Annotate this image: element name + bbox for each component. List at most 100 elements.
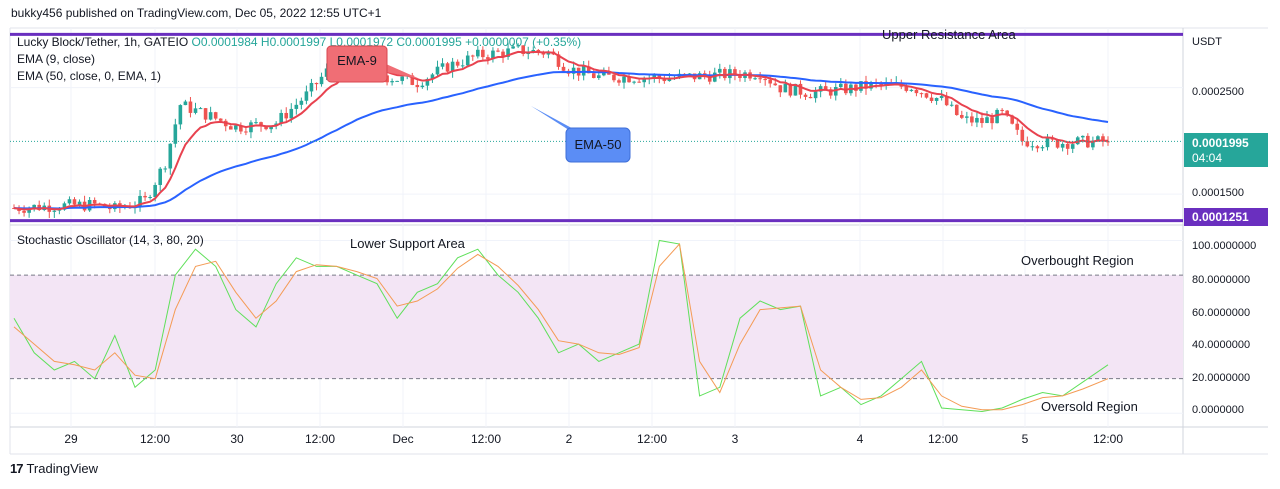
candle (975, 112, 979, 128)
candle (198, 107, 203, 110)
candle (1091, 136, 1095, 151)
candle (813, 87, 818, 103)
candle-body (627, 76, 631, 83)
support-price-value: 0.0001251 (1192, 210, 1249, 224)
candle (798, 80, 803, 99)
candle-body (1010, 115, 1015, 124)
candle-body (586, 66, 591, 74)
candle-body (778, 85, 783, 93)
candle-body (218, 118, 223, 121)
candle-body (1055, 139, 1060, 148)
candle (803, 93, 808, 100)
candle-body (476, 49, 480, 57)
candle-body (511, 46, 515, 49)
time-tick: 12:00 (637, 432, 667, 446)
candle-body (188, 101, 193, 113)
candle (1025, 136, 1030, 148)
time-tick: 12:00 (1093, 432, 1123, 446)
stoch-tick: 40.0000000 (1192, 339, 1250, 351)
current-price-value: 0.0001995 (1192, 136, 1249, 150)
candlestick-series (12, 42, 1110, 219)
candle-body (944, 96, 949, 106)
candle (481, 46, 485, 61)
candle (561, 62, 566, 72)
candle (299, 97, 304, 110)
tradingview-logo-icon: 17 (10, 461, 24, 476)
candle-body (844, 83, 848, 94)
candle-body (1005, 110, 1009, 116)
upper-resistance-label: Upper Resistance Area (882, 27, 1016, 42)
candle-body (733, 69, 737, 76)
candle (571, 61, 576, 80)
candle (314, 82, 319, 91)
oversold-label: Oversold Region (1041, 399, 1138, 414)
candle (163, 166, 168, 173)
candle-body (1030, 146, 1035, 148)
stoch-k-line (13, 239, 1109, 413)
candle (173, 118, 178, 148)
candle-body (707, 75, 712, 82)
candle (309, 78, 314, 97)
candle (203, 107, 208, 124)
candle-body (662, 78, 667, 82)
candle-body (803, 94, 808, 97)
ema9-callout: EMA-9 (326, 45, 420, 83)
tradingview-footer[interactable]: 17 TradingView (10, 461, 98, 476)
ema9-callout-text: EMA-9 (337, 53, 377, 68)
candle-body (1045, 137, 1050, 148)
candle (440, 58, 445, 70)
candle-body (521, 45, 525, 54)
candle-body (244, 131, 248, 133)
candle (143, 191, 147, 201)
candle-body (561, 66, 566, 71)
ema50-callout-text: EMA-50 (575, 137, 622, 152)
candle (82, 195, 87, 212)
candle (284, 107, 289, 123)
candle-body (783, 83, 788, 93)
time-tick: 12:00 (928, 432, 958, 446)
candle-body (939, 96, 944, 98)
lower-support-label: Lower Support Area (350, 236, 466, 251)
candle-body (460, 65, 465, 67)
candle (1040, 145, 1045, 152)
time-tick: 12:00 (140, 432, 170, 446)
candle-body (828, 89, 833, 96)
candle (929, 93, 934, 104)
candle-body (602, 71, 606, 76)
candle (22, 205, 26, 217)
candle (294, 98, 299, 115)
candle (924, 92, 929, 99)
candle (985, 110, 989, 124)
candle-body (27, 208, 31, 213)
candle-body (72, 199, 77, 205)
candle (632, 80, 636, 85)
candle-body (763, 79, 767, 81)
candle-body (445, 63, 450, 72)
candle-body (228, 126, 233, 130)
ema9-legend: EMA (9, close) (17, 52, 95, 66)
candle (778, 85, 783, 98)
candle-body (985, 117, 989, 124)
stoch-tick: 0.0000000 (1192, 404, 1244, 416)
candle-body (294, 104, 299, 109)
candle-body (450, 61, 455, 72)
candle-body (92, 199, 97, 204)
candle-body (687, 73, 692, 75)
candle (597, 72, 601, 80)
time-tick: 2 (566, 432, 573, 446)
candle-body (1025, 141, 1030, 147)
candle-body (501, 51, 505, 57)
candle (718, 63, 722, 79)
candle-body (400, 76, 404, 81)
candle (183, 99, 188, 106)
tradingview-brand: TradingView (26, 461, 99, 476)
candle-countdown: 04:04 (1192, 151, 1222, 165)
candle-body (138, 195, 142, 207)
candle (304, 85, 309, 105)
candle-body (1101, 136, 1105, 142)
time-tick: 29 (64, 432, 78, 446)
candle-body (954, 104, 959, 116)
candle-body (571, 67, 576, 74)
candle (617, 78, 621, 86)
